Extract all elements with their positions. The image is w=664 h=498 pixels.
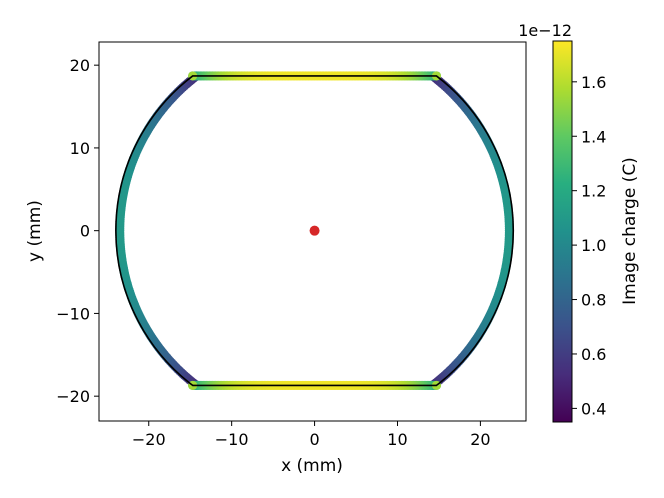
charge-point — [504, 226, 515, 236]
colorbar-tick-label: 1.4 — [581, 127, 606, 146]
x-tick-label: 10 — [387, 430, 407, 449]
colorbar-tick-label: 0.8 — [581, 291, 606, 310]
plot-area: −20 −10 0 10 20 −20 −10 0 10 20 — [56, 41, 527, 449]
x-tick-label: 20 — [470, 430, 490, 449]
colorbar-ticks: 0.4 0.6 0.8 1.0 1.2 1.4 1.6 — [572, 73, 606, 418]
x-axis-ticks: −20 −10 0 10 20 — [132, 421, 491, 449]
y-tick-label: −20 — [56, 387, 90, 406]
boundary-line — [115, 75, 514, 387]
colorbar-offset-text: 1e−12 — [518, 21, 572, 40]
x-axis-label: x (mm) — [281, 456, 343, 476]
colorbar-tick-label: 1.2 — [581, 182, 606, 201]
y-tick-label: 0 — [80, 222, 90, 241]
x-tick-label: 0 — [309, 430, 319, 449]
charge-point — [115, 226, 125, 236]
colorbar-tick-label: 0.4 — [581, 399, 606, 418]
colorbar: 0.4 0.6 0.8 1.0 1.2 1.4 1.6 1e−12 Image charge… — [518, 21, 640, 423]
colorbar-tick-label: 0.6 — [581, 345, 606, 364]
colorbar-tick-label: 1.6 — [581, 73, 606, 92]
x-tick-label: −10 — [215, 430, 249, 449]
colorbar-gradient — [552, 40, 573, 423]
colorbar-label: Image charge (C) — [620, 157, 640, 305]
y-tick-label: 20 — [70, 56, 90, 75]
y-tick-label: −10 — [56, 304, 90, 323]
plot-frame — [98, 41, 527, 422]
point-charge-marker — [309, 225, 320, 236]
colorbar-tick-label: 1.0 — [581, 236, 606, 255]
y-tick-label: 10 — [70, 139, 90, 158]
y-axis-label: y (mm) — [25, 200, 45, 262]
x-tick-label: −20 — [132, 430, 166, 449]
y-axis-ticks: −20 −10 0 10 20 — [56, 56, 99, 406]
